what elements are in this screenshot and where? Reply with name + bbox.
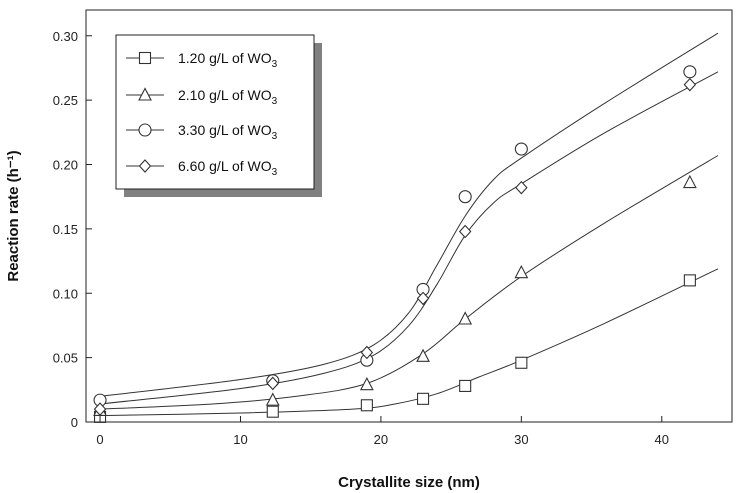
x-tick-label: 10: [233, 432, 247, 447]
data-point: [515, 356, 528, 369]
fit-line: [99, 268, 719, 417]
y-tick-label: 0.20: [53, 158, 78, 173]
y-tick-label: 0.10: [53, 286, 78, 301]
data-point: [360, 399, 373, 412]
markers-diamond: [93, 77, 697, 416]
legend-label: 6.60 g/L of WO3: [178, 158, 278, 178]
legend-label: 2.10 g/L of WO3: [178, 87, 278, 107]
data-point: [515, 180, 528, 195]
x-axis-title: Crystallite size (nm): [338, 474, 480, 491]
data-point: [459, 379, 472, 393]
markers-triangle: [93, 174, 697, 416]
data-point: [359, 376, 374, 391]
x-tick-label: 30: [514, 432, 528, 447]
y-tick-label: 0.15: [53, 222, 78, 237]
tick-labels: 0 10 20 30 40 0 0.05 0.10 0.15 0.20 0.25 0.30: [53, 29, 669, 447]
markers-circle: [93, 65, 697, 407]
data-point: [514, 264, 529, 279]
y-axis-title: Reaction rate (h⁻¹): [5, 150, 22, 281]
y-tick-label: 0: [71, 415, 78, 430]
legend-marker: [138, 51, 152, 65]
legend-marker: [138, 87, 152, 101]
markers-square: [93, 274, 696, 423]
data-point: [93, 402, 107, 416]
data-point: [360, 345, 374, 360]
data-point: [266, 376, 280, 391]
data-point: [458, 224, 472, 239]
plot-frame: [85, 9, 733, 423]
y-tick-label: 0.30: [53, 29, 78, 44]
y-tick-label: 0.05: [53, 351, 78, 366]
data-point: [683, 65, 697, 79]
data-point: [514, 142, 528, 156]
legend-label: 1.20 g/L of WO3: [178, 50, 278, 70]
data-point: [266, 405, 279, 418]
legend-item: 2.10 g/L of WO3: [126, 87, 278, 107]
data-point: [458, 311, 473, 325]
data-point: [683, 77, 697, 92]
data-point: [683, 274, 696, 287]
legend-marker: [138, 123, 152, 137]
plot-area: [93, 32, 719, 423]
data-point: [416, 392, 430, 405]
data-point: [458, 190, 472, 204]
y-tick-label: 0.25: [53, 93, 78, 108]
series-square: [99, 268, 719, 417]
legend-label: 3.30 g/L of WO3: [178, 122, 278, 142]
legend: 1.20 g/L of WO3 2.10 g/L of WO3 3.30 g/L o…: [115, 34, 322, 197]
legend-item: 6.60 g/L of WO3: [126, 158, 278, 178]
series-circle: [99, 32, 719, 397]
legend-item: 3.30 g/L of WO3: [126, 122, 278, 142]
legend-item: 1.20 g/L of WO3: [126, 50, 278, 70]
data-point: [416, 348, 430, 362]
axes: [85, 9, 733, 423]
fit-line: [99, 32, 719, 397]
data-point: [416, 291, 430, 306]
x-tick-label: 0: [96, 432, 103, 447]
x-tick-label: 40: [655, 432, 669, 447]
x-tick-label: 20: [374, 432, 388, 447]
data-point: [682, 174, 697, 189]
data-point: [265, 392, 280, 406]
legend-marker: [138, 159, 152, 173]
